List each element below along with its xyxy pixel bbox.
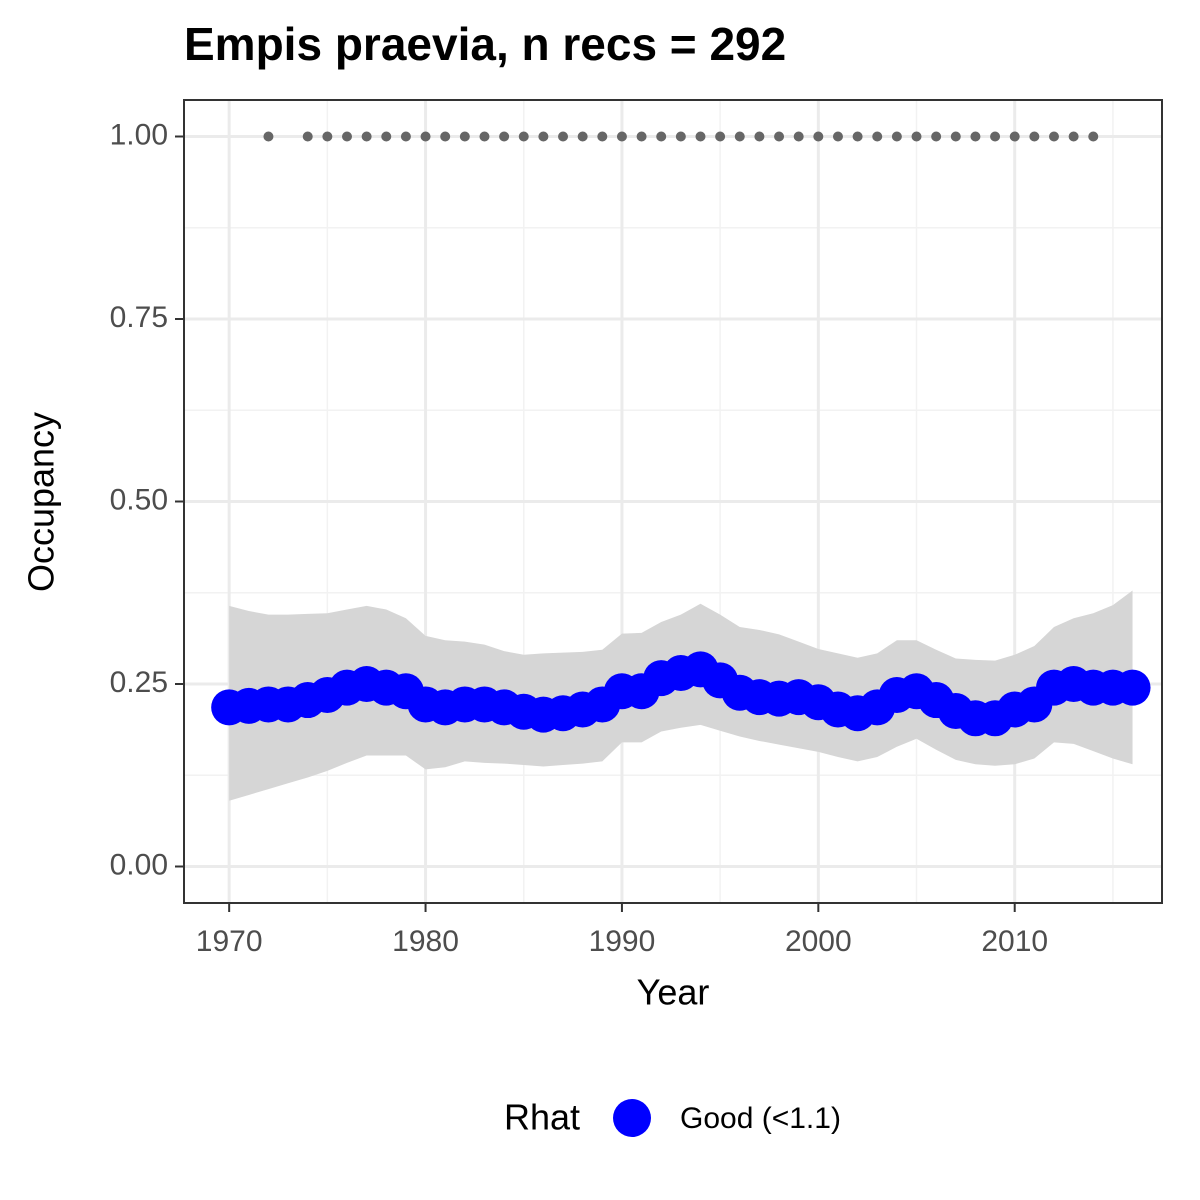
legend-title: Rhat [504,1097,580,1138]
record-dot [479,131,490,142]
record-dot [381,131,392,142]
record-dot [400,131,411,142]
record-dot [597,131,608,142]
record-dot [302,131,313,142]
x-axis-title: Year [637,972,710,1013]
record-dot [931,131,942,142]
point [1114,669,1151,706]
record-dot [656,131,667,142]
record-dot [361,131,372,142]
y-tick-label: 0.75 [110,301,168,334]
record-dot [440,131,451,142]
record-dot [990,131,1001,142]
record-dot [970,131,981,142]
y-axis-title: Occupancy [21,412,62,592]
y-tick-label: 0.25 [110,666,168,699]
record-dot [1088,131,1099,142]
record-dot [813,131,824,142]
x-tick-label: 2000 [785,925,852,958]
y-tick-label: 1.00 [110,118,168,151]
x-tick-label: 1990 [589,925,656,958]
record-dot [695,131,706,142]
record-dot [734,131,745,142]
record-dot [793,131,804,142]
record-dot [616,131,627,142]
record-dot [459,131,470,142]
record-dot [1029,131,1040,142]
record-dot [675,131,686,142]
record-dot [263,131,274,142]
plot-border [183,99,1163,904]
chart-title: Empis praevia, n recs = 292 [184,18,786,70]
record-dot [1009,131,1020,142]
record-dot [1068,131,1079,142]
x-tick-label: 1970 [196,925,263,958]
record-dot [715,131,726,142]
record-dot [891,131,902,142]
record-dot [832,131,843,142]
confidence-band [229,590,1133,801]
record-dot [499,131,510,142]
record-dot [911,131,922,142]
legend-label: Good (<1.1) [680,1102,841,1135]
x-tick-label: 2010 [981,925,1048,958]
record-dot [872,131,883,142]
record-dot [577,131,588,142]
record-dot [342,131,352,142]
record-dot [774,131,785,142]
record-dot [518,131,529,142]
record-dot [636,131,647,142]
x-tick-label: 1980 [392,925,459,958]
record-dot [950,131,961,142]
legend-swatch [613,1099,651,1137]
record-dot [754,131,765,142]
y-tick-label: 0.50 [110,483,168,516]
record-dot [1048,131,1059,142]
record-dot [420,131,431,142]
record-dot [322,131,333,142]
y-tick-label: 0.00 [110,848,168,881]
record-dot [558,131,569,142]
record-dot [852,131,863,142]
record-dot [538,131,549,142]
